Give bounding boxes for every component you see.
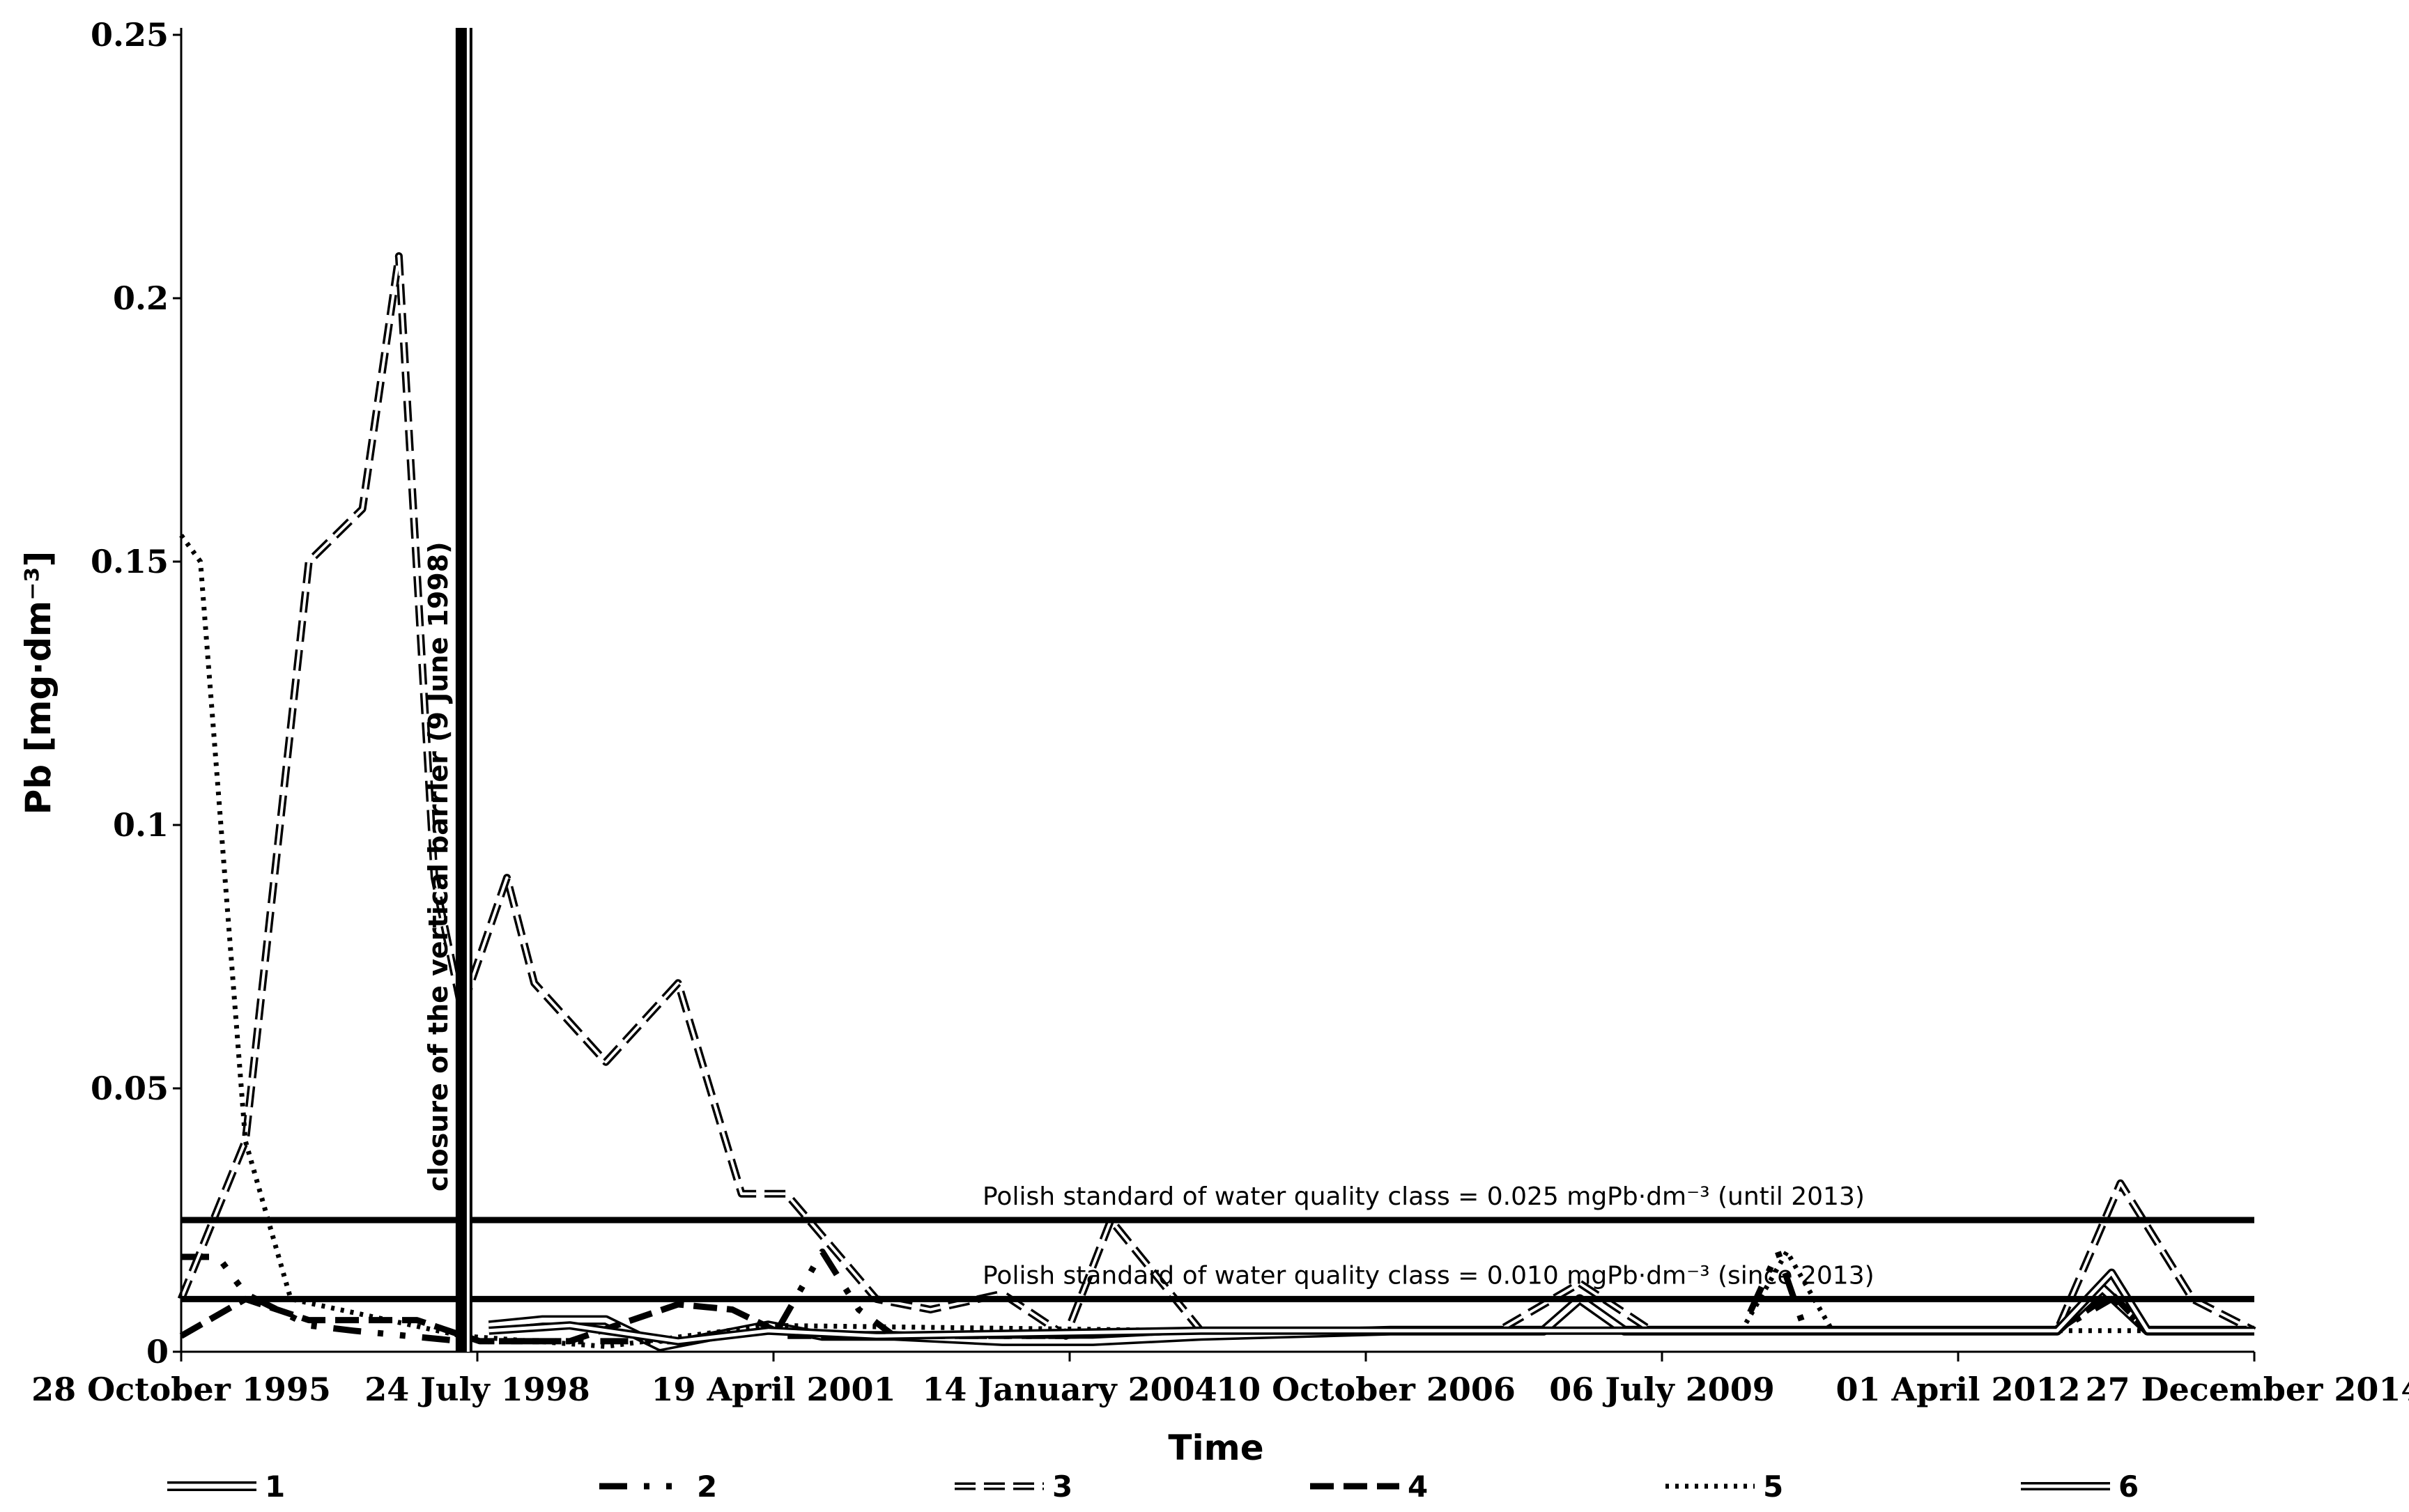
legend-item-3: 3 bbox=[955, 1469, 1072, 1504]
legend-label: 6 bbox=[2118, 1469, 2139, 1504]
x-tick-label: 28 October 1995 bbox=[31, 1371, 331, 1408]
series-4-line bbox=[179, 1290, 2254, 1345]
legend-item-6: 6 bbox=[2021, 1469, 2139, 1504]
y-tick-label: 0.15 bbox=[91, 543, 169, 580]
x-axis: 28 October 1995 24 July 1998 19 April 2001… bbox=[31, 1350, 2409, 1408]
legend-item-2: 2 bbox=[599, 1469, 717, 1504]
y-tick-label: 0.05 bbox=[91, 1070, 169, 1107]
y-axis-title: Pb [mg·dm⁻³] bbox=[18, 551, 59, 815]
legend-label: 3 bbox=[1052, 1469, 1072, 1504]
x-tick-label: 14 January 2004 bbox=[922, 1371, 1217, 1408]
x-tick-label: 19 April 2001 bbox=[651, 1371, 895, 1408]
x-tick-label: 24 July 1998 bbox=[364, 1371, 590, 1408]
barrier-closure-label: closure of the vertical barrier (9 June … bbox=[423, 541, 454, 1191]
legend-label: 2 bbox=[697, 1469, 717, 1504]
series-5-line bbox=[179, 534, 2254, 1349]
y-tick-label: 0.2 bbox=[113, 279, 169, 317]
y-tick-label: 0.1 bbox=[113, 806, 169, 844]
legend-item-5: 5 bbox=[1665, 1469, 1783, 1504]
standard-label: Polish standard of water quality class =… bbox=[983, 1182, 1865, 1211]
barrier-closure-marker: closure of the vertical barrier (9 June … bbox=[423, 28, 472, 1352]
series-3-line bbox=[177, 252, 2256, 1340]
legend-item-1: 1 bbox=[167, 1469, 285, 1504]
legend-item-4: 4 bbox=[1310, 1469, 1428, 1504]
x-tick-label: 27 December 2014 bbox=[2086, 1371, 2409, 1408]
x-axis-title: Time bbox=[1168, 1428, 1263, 1468]
legend-label: 4 bbox=[1408, 1469, 1428, 1504]
series-2-line bbox=[181, 1248, 2254, 1345]
legend: 1 2 3 4 5 6 bbox=[167, 1469, 2139, 1504]
standard-label: Polish standard of water quality class =… bbox=[983, 1261, 1875, 1290]
reference-lines: Polish standard of water quality class =… bbox=[181, 1182, 2254, 1302]
y-tick-label: 0 bbox=[146, 1333, 169, 1371]
x-tick-label: 10 October 2006 bbox=[1216, 1371, 1516, 1408]
y-tick-label: 0.25 bbox=[91, 16, 169, 54]
legend-label: 1 bbox=[265, 1469, 285, 1504]
legend-label: 5 bbox=[1763, 1469, 1783, 1504]
y-axis: 0 0.05 0.1 0.15 0.2 0.25 bbox=[91, 16, 183, 1371]
x-tick-label: 01 April 2012 bbox=[1835, 1371, 2080, 1408]
x-tick-label: 06 July 2009 bbox=[1549, 1371, 1774, 1408]
